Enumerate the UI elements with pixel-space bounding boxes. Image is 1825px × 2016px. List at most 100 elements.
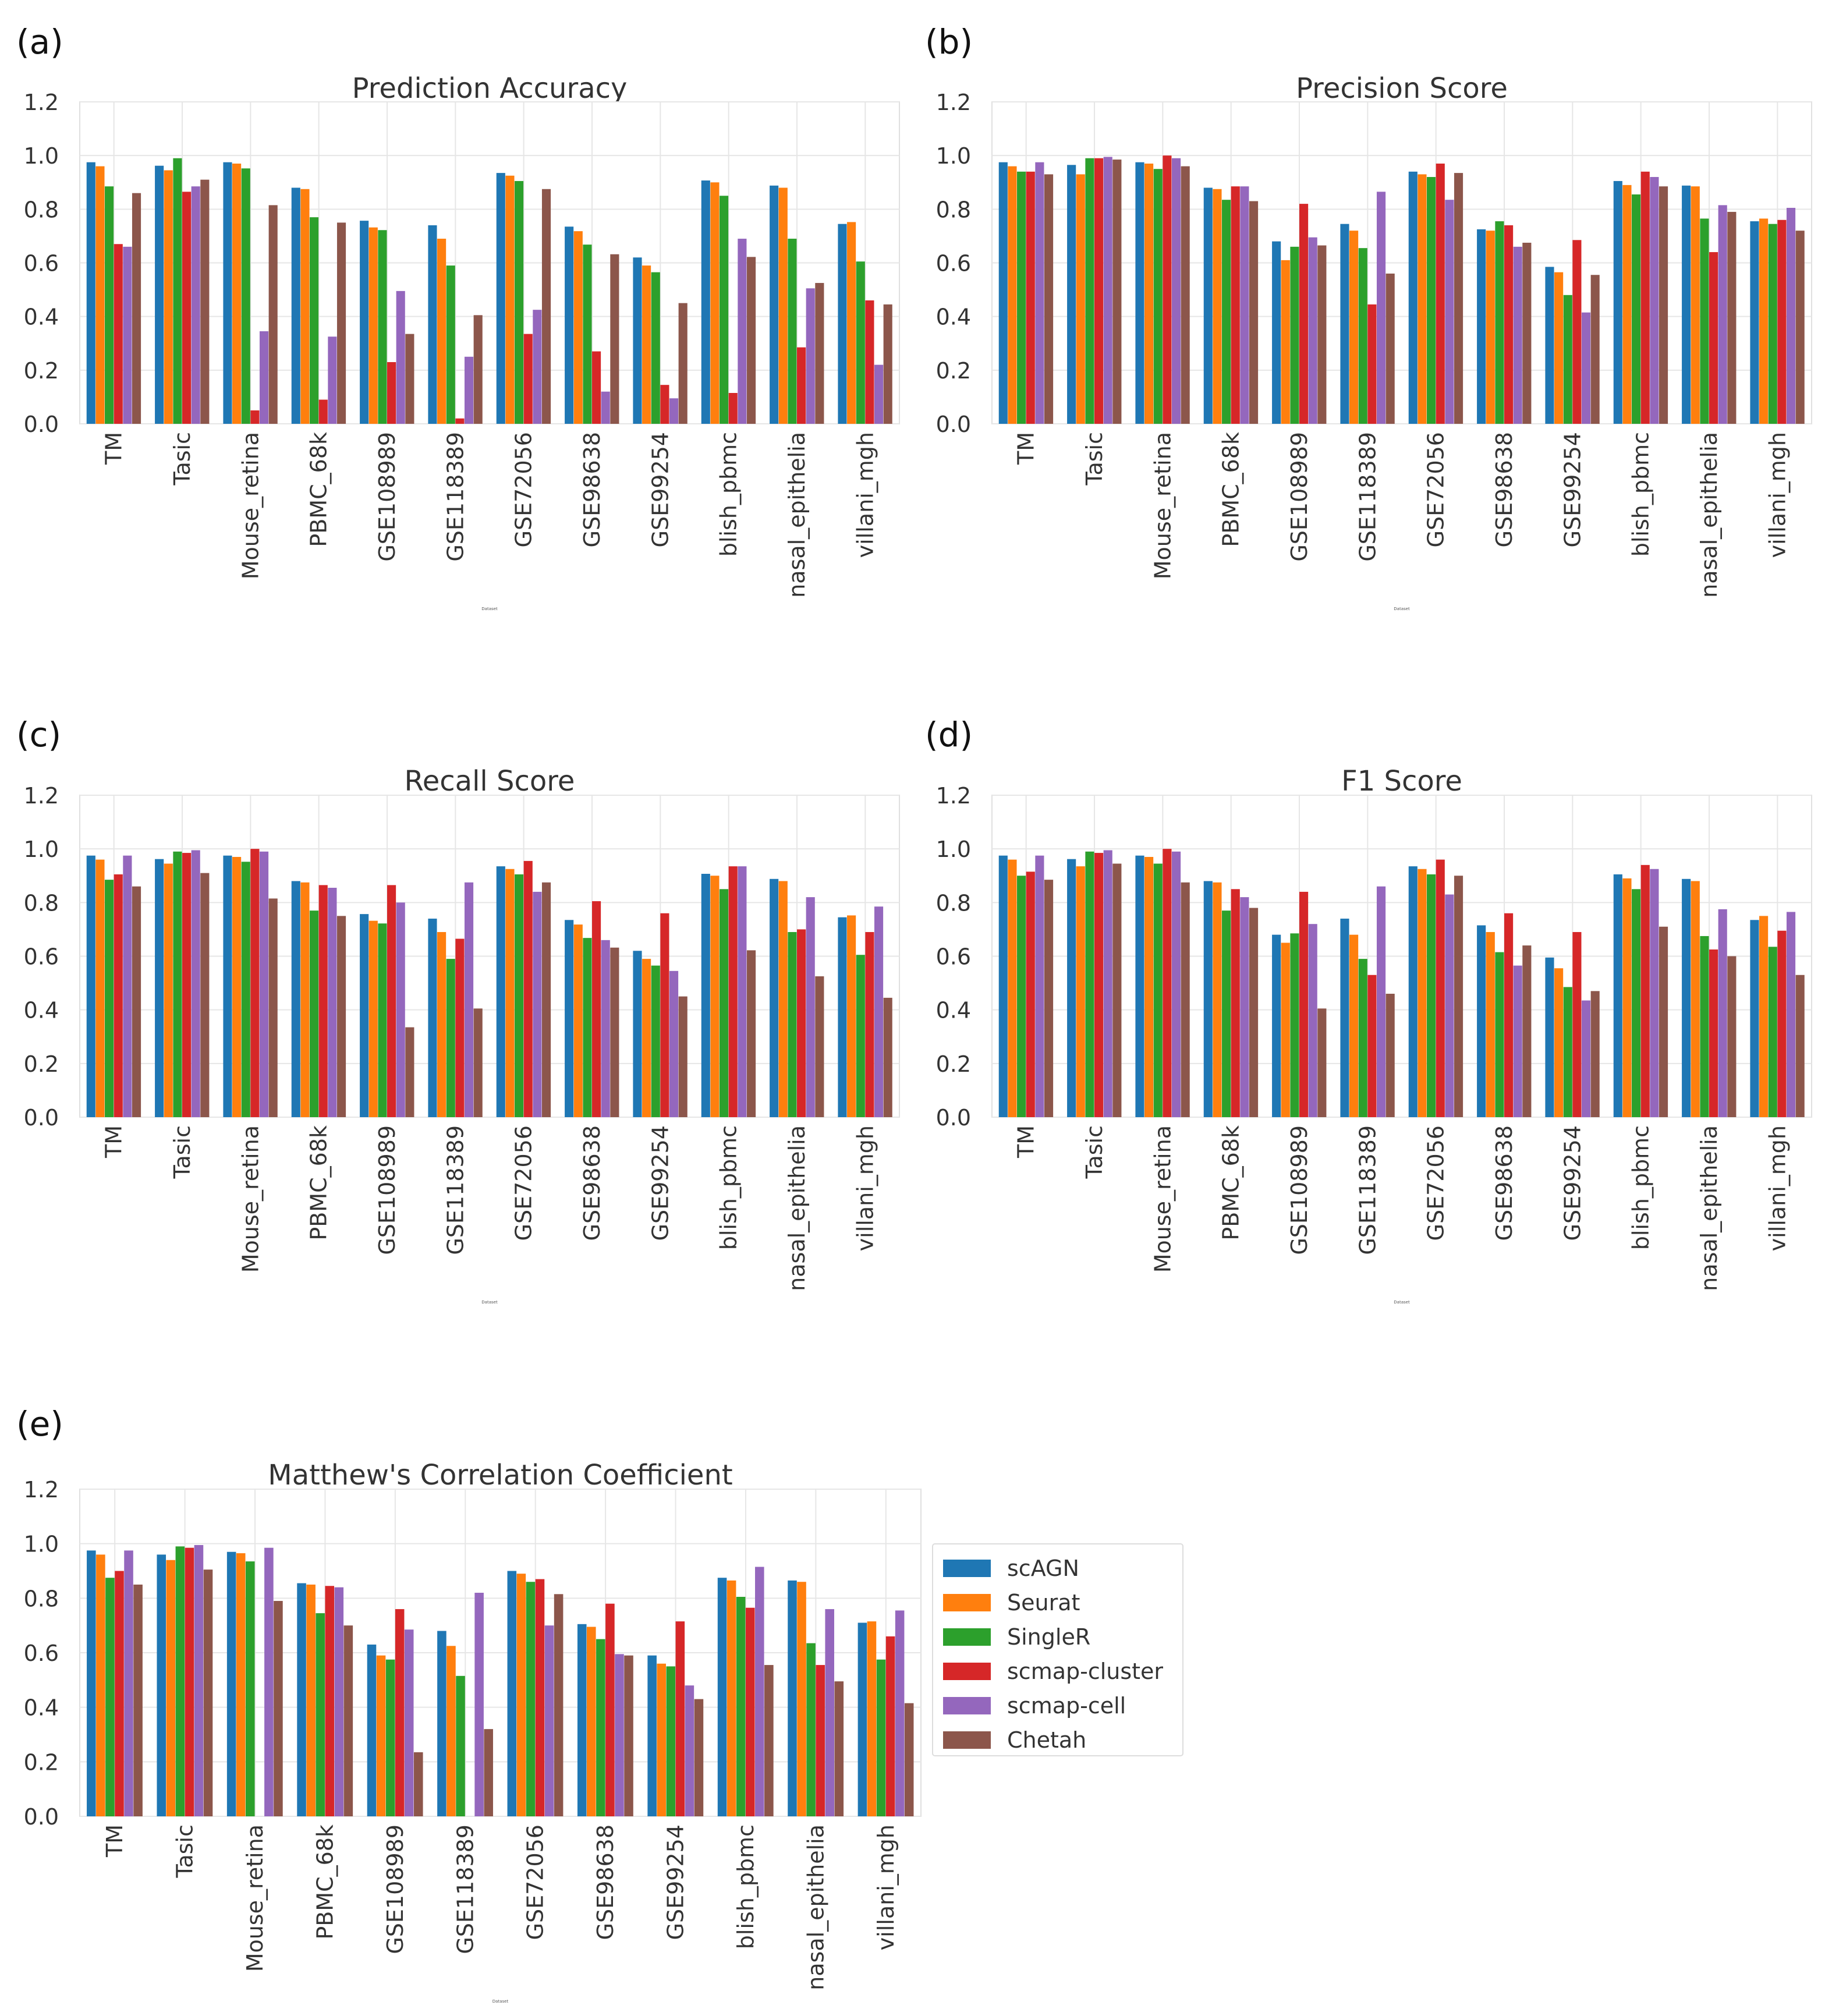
bar-scmap-cluster-Tasic (182, 853, 192, 1117)
x-tick-label: nasal_epithelia (784, 1125, 810, 1291)
legend-label-scAGN: scAGN (1007, 1556, 1079, 1581)
bar-Chetah-GSE72056 (541, 882, 551, 1117)
bar-scmap-cluster-PBMC_68k (318, 885, 328, 1117)
bar-scAGN-villani_mgh (838, 224, 847, 424)
bar-Seurat-GSE98638 (1486, 932, 1495, 1117)
bar-scmap-cell-Mouse_retina (259, 331, 269, 424)
bar-SingleR-GSE98638 (1495, 952, 1504, 1117)
bar-scmap-cell-Mouse_retina (1171, 851, 1181, 1117)
x-tick-label: villani_mgh (1764, 432, 1790, 558)
bar-scmap-cluster-GSE118389 (1367, 975, 1377, 1117)
x-tick-label: nasal_epithelia (784, 432, 810, 598)
bar-SingleR-GSE99254 (651, 965, 660, 1117)
bar-scmap-cluster-blish_pbmc (1640, 864, 1650, 1117)
bar-Chetah-villani_mgh (904, 1703, 914, 1816)
bar-Chetah-Mouse_retina (1181, 882, 1190, 1117)
bar-scAGN-Mouse_retina (1135, 855, 1144, 1117)
bar-scmap-cell-Mouse_retina (264, 1547, 274, 1816)
bar-SingleR-Mouse_retina (1153, 863, 1163, 1117)
y-tick-label: 0.8 (24, 890, 59, 916)
chart-title: F1 Score (1341, 765, 1462, 798)
bar-Chetah-TM (1044, 174, 1054, 424)
x-tick-label: GSE108989 (1287, 432, 1312, 562)
bar-Chetah-Tasic (200, 179, 210, 424)
bar-Seurat-Tasic (164, 170, 173, 424)
panel-a: (a) Prediction Accuracy 0.0 0.2 0.4 0.6 0.8 1.0… (0, 0, 912, 669)
bar-scAGN-GSE118389 (437, 1631, 446, 1816)
legend-label-scmap-cluster: scmap-cluster (1007, 1659, 1163, 1684)
bar-scmap-cell-Tasic (191, 186, 200, 424)
bar-Seurat-GSE108989 (368, 227, 378, 424)
x-axis-label: Dataset (481, 607, 498, 611)
bar-scmap-cluster-Mouse_retina (250, 410, 260, 424)
bar-scmap-cell-blish_pbmc (1650, 177, 1659, 424)
bar-scAGN-nasal_epithelia (770, 878, 779, 1117)
chart-c: (c) Recall Score 0.0 0.2 0.4 0.6 0.8 1.0 1.2 TM Ta… (16, 715, 900, 1305)
bar-Chetah-villani_mgh (1795, 231, 1805, 424)
bar-SingleR-GSE99254 (1563, 295, 1572, 424)
bar-scAGN-blish_pbmc (701, 180, 710, 424)
bar-SingleR-Tasic (1085, 851, 1094, 1117)
bar-Seurat-blish_pbmc (1622, 185, 1632, 424)
bar-Seurat-Tasic (1076, 866, 1085, 1117)
bar-scAGN-GSE99254 (633, 951, 642, 1117)
bar-scmap-cell-GSE108989 (396, 902, 405, 1117)
x-tick-label: GSE108989 (382, 1824, 408, 1954)
bar-scmap-cluster-blish_pbmc (745, 1607, 755, 1816)
y-tick-label: 0.4 (936, 304, 971, 330)
bar-Seurat-villani_mgh (1759, 916, 1769, 1118)
bar-Chetah-blish_pbmc (764, 1665, 774, 1816)
bar-scmap-cell-GSE118389 (464, 882, 474, 1117)
panel-c: (c) Recall Score 0.0 0.2 0.4 0.6 0.8 1.0 1.2 TM Ta… (0, 693, 912, 1362)
bar-SingleR-GSE108989 (378, 923, 387, 1117)
bar-Chetah-Mouse_retina (274, 1601, 283, 1816)
bar-Seurat-PBMC_68k (300, 189, 310, 424)
bar-SingleR-Tasic (175, 1546, 185, 1816)
x-tick-label: GSE99254 (647, 1125, 673, 1241)
bar-SingleR-GSE108989 (385, 1659, 395, 1816)
bar-Seurat-Mouse_retina (236, 1553, 246, 1816)
bar-scmap-cell-villani_mgh (1786, 912, 1796, 1117)
bar-Seurat-GSE118389 (437, 932, 446, 1117)
bar-Chetah-Mouse_retina (268, 205, 278, 424)
y-tick-label: 0.2 (24, 1749, 59, 1775)
x-tick-label: villani_mgh (1764, 1125, 1790, 1251)
y-tick-label: 0.2 (24, 358, 59, 384)
bar-Seurat-TM (96, 1554, 105, 1816)
bar-Seurat-blish_pbmc (710, 876, 720, 1117)
bar-scmap-cell-TM (123, 855, 132, 1117)
y-tick-label: 0.2 (936, 358, 971, 384)
bar-SingleR-Tasic (1085, 158, 1094, 424)
bar-Chetah-Tasic (200, 873, 210, 1117)
bar-Seurat-GSE98638 (573, 924, 583, 1117)
x-tick-label: GSE118389 (442, 1125, 468, 1255)
x-tick-label: blish_pbmc (716, 432, 742, 557)
bar-scmap-cell-villani_mgh (1786, 208, 1796, 424)
x-tick-label: GSE98638 (579, 1125, 605, 1241)
bar-Seurat-Mouse_retina (232, 856, 242, 1117)
x-tick-label: GSE72056 (1423, 432, 1449, 547)
bar-Seurat-villani_mgh (847, 222, 856, 424)
bar-Seurat-Tasic (166, 1560, 176, 1816)
bar-Chetah-GSE72056 (1454, 876, 1463, 1117)
bar-scmap-cluster-GSE99254 (660, 385, 669, 424)
bar-scAGN-Mouse_retina (223, 162, 232, 424)
bar-scmap-cluster-GSE72056 (535, 1579, 545, 1816)
bar-Seurat-GSE108989 (368, 920, 378, 1117)
bar-Seurat-GSE99254 (642, 265, 651, 424)
bar-scAGN-GSE98638 (1477, 925, 1486, 1117)
y-tick-label: 0.0 (936, 412, 971, 437)
bar-SingleR-TM (105, 186, 114, 424)
bar-Chetah-GSE108989 (405, 1027, 414, 1117)
bar-scAGN-GSE98638 (565, 226, 574, 424)
bar-Chetah-GSE98638 (624, 1655, 633, 1816)
bar-Chetah-PBMC_68k (343, 1625, 353, 1816)
x-tick-label: nasal_epithelia (1696, 1125, 1722, 1291)
bar-scmap-cell-nasal_epithelia (825, 1609, 834, 1816)
bar-scmap-cell-blish_pbmc (738, 866, 747, 1117)
bar-scAGN-nasal_epithelia (788, 1580, 797, 1816)
bar-scmap-cell-GSE98638 (615, 1654, 624, 1816)
bar-scmap-cluster-GSE99254 (675, 1621, 685, 1816)
bar-scAGN-GSE99254 (633, 257, 642, 424)
bar-Seurat-TM (1008, 859, 1017, 1117)
